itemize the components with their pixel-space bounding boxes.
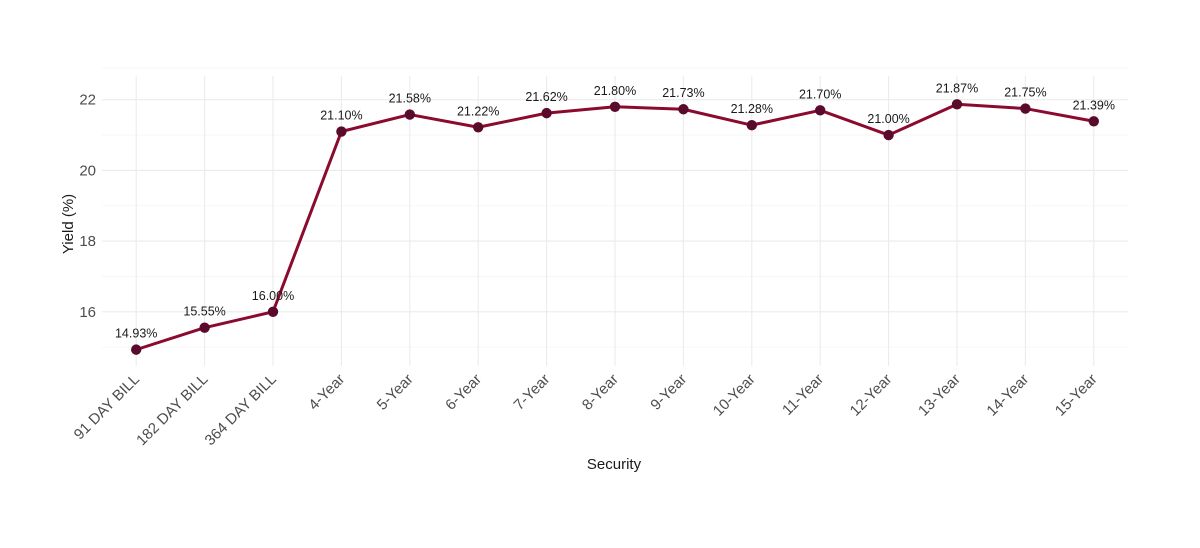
- data-point: [541, 107, 552, 119]
- x-axis-title: Security: [587, 456, 642, 473]
- data-point: [199, 322, 210, 333]
- data-label: 21.00%: [867, 112, 909, 126]
- data-label: 21.28%: [731, 102, 773, 116]
- x-tick-label: 182 DAY BILL: [133, 371, 211, 449]
- y-tick-label: 22: [79, 92, 96, 109]
- x-tick-label: 5-Year: [374, 371, 417, 414]
- data-label: 21.10%: [320, 109, 362, 123]
- data-point: [404, 109, 415, 120]
- data-point: [815, 105, 826, 116]
- x-tick-label: 12-Year: [847, 371, 896, 420]
- data-label: 21.75%: [1004, 86, 1046, 100]
- x-tick-label: 7-Year: [511, 371, 554, 414]
- data-point: [267, 306, 279, 317]
- data-point: [678, 104, 689, 115]
- data-point: [131, 344, 142, 355]
- x-tick-label: 11-Year: [779, 371, 827, 419]
- y-tick-label: 20: [79, 162, 96, 179]
- data-label: 21.87%: [936, 81, 978, 95]
- data-point: [883, 129, 894, 141]
- data-point: [336, 126, 347, 137]
- x-tick-label: 10-Year: [710, 371, 759, 420]
- x-tick-label: 14-Year: [983, 371, 1032, 420]
- data-points: [131, 99, 1100, 355]
- data-label: 21.73%: [662, 86, 704, 100]
- x-tick-label: 8-Year: [579, 371, 622, 414]
- data-labels: 14.93% 15.55% 16.00% 21.10% 21.58% 21.22% 21.6…: [115, 81, 1115, 340]
- data-point: [473, 122, 484, 133]
- data-label: 15.55%: [183, 305, 225, 319]
- y-axis-ticks: 16 18 20 22: [79, 92, 96, 321]
- x-tick-label: 364 DAY BILL: [202, 371, 280, 449]
- x-tick-label: 4-Year: [305, 371, 348, 414]
- data-label: 21.70%: [799, 87, 841, 101]
- grid: [102, 67, 1128, 366]
- data-label: 21.58%: [389, 92, 431, 106]
- x-tick-label: 91 DAY BILL: [71, 371, 143, 443]
- data-label: 21.62%: [525, 90, 567, 104]
- x-tick-label: 13-Year: [915, 371, 964, 420]
- data-label: 16.00%: [252, 289, 294, 303]
- data-label: 21.39%: [1073, 98, 1115, 112]
- data-point: [951, 99, 963, 110]
- data-label: 14.93%: [115, 327, 157, 341]
- y-tick-label: 16: [79, 304, 96, 321]
- x-tick-label: 15-Year: [1052, 371, 1101, 420]
- x-tick-label: 6-Year: [442, 371, 485, 414]
- data-point: [609, 101, 621, 112]
- y-axis-title: Yield (%): [60, 194, 77, 254]
- data-point: [746, 119, 757, 131]
- data-point: [1020, 103, 1031, 114]
- data-label: 21.80%: [594, 84, 636, 98]
- data-point: [1088, 116, 1100, 127]
- y-tick-label: 18: [79, 233, 96, 250]
- data-label: 21.22%: [457, 104, 499, 118]
- x-tick-label: 9-Year: [647, 371, 690, 414]
